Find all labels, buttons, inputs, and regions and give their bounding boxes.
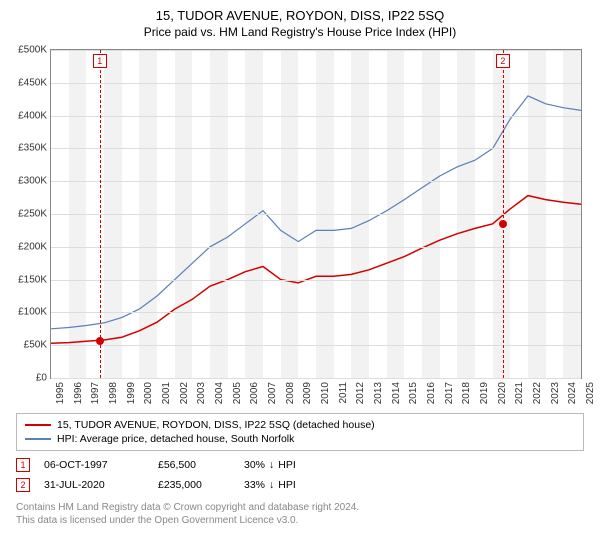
y-tick-label: £0 — [36, 373, 47, 384]
x-tick-label: 2021 — [514, 382, 525, 404]
y-tick-label: £450K — [18, 77, 47, 88]
legend-swatch — [25, 424, 51, 426]
x-tick-label: 2013 — [373, 382, 384, 404]
x-tick-label: 1995 — [55, 382, 66, 404]
transaction-row: 2 31-JUL-2020 £235,000 33% ↓ HPI — [16, 475, 584, 495]
transaction-marker: 1 — [16, 458, 30, 472]
y-tick-label: £100K — [18, 307, 47, 318]
footer-line-2: This data is licensed under the Open Gov… — [16, 514, 584, 527]
x-tick-label: 2008 — [285, 382, 296, 404]
legend: 15, TUDOR AVENUE, ROYDON, DISS, IP22 5SQ… — [16, 413, 584, 451]
y-tick-label: £400K — [18, 110, 47, 121]
transactions-table: 1 06-OCT-1997 £56,500 30% ↓ HPI 2 31-JUL-2020… — [16, 455, 584, 495]
y-gridline — [51, 214, 581, 215]
y-gridline — [51, 181, 581, 182]
y-gridline — [51, 378, 581, 379]
y-tick-label: £200K — [18, 241, 47, 252]
x-tick-label: 1998 — [108, 382, 119, 404]
x-tick-label: 2001 — [161, 382, 172, 404]
y-tick-label: £250K — [18, 209, 47, 220]
reference-point — [96, 337, 104, 345]
reference-line — [503, 50, 504, 378]
transaction-marker: 2 — [16, 478, 30, 492]
reference-line — [100, 50, 101, 378]
x-tick-label: 2003 — [196, 382, 207, 404]
transaction-date: 06-OCT-1997 — [44, 459, 144, 471]
y-gridline — [51, 50, 581, 51]
transaction-price: £56,500 — [158, 459, 230, 471]
x-tick-label: 2023 — [550, 382, 561, 404]
x-tick-label: 2020 — [497, 382, 508, 404]
legend-label: HPI: Average price, detached house, Sout… — [57, 433, 294, 445]
x-tick-label: 2011 — [338, 382, 349, 404]
x-tick-label: 2014 — [391, 382, 402, 404]
transaction-row: 1 06-OCT-1997 £56,500 30% ↓ HPI — [16, 455, 584, 475]
x-tick-label: 2000 — [143, 382, 154, 404]
chart-subtitle: Price paid vs. HM Land Registry's House … — [8, 25, 592, 39]
reference-marker: 1 — [93, 54, 107, 68]
chart-title: 15, TUDOR AVENUE, ROYDON, DISS, IP22 5SQ — [8, 8, 592, 23]
legend-item: 15, TUDOR AVENUE, ROYDON, DISS, IP22 5SQ… — [25, 418, 575, 432]
x-tick-label: 2012 — [355, 382, 366, 404]
y-gridline — [51, 83, 581, 84]
legend-label: 15, TUDOR AVENUE, ROYDON, DISS, IP22 5SQ… — [57, 419, 375, 431]
y-tick-label: £50K — [24, 340, 47, 351]
x-tick-label: 2022 — [532, 382, 543, 404]
arrow-down-icon: ↓ — [269, 459, 274, 471]
plot-area: £0£50K£100K£150K£200K£250K£300K£350K£400… — [50, 49, 582, 379]
y-gridline — [51, 116, 581, 117]
y-gridline — [51, 247, 581, 248]
x-tick-label: 1999 — [126, 382, 137, 404]
x-tick-label: 2004 — [214, 382, 225, 404]
reference-marker: 2 — [496, 54, 510, 68]
x-tick-label: 2010 — [320, 382, 331, 404]
y-tick-label: £300K — [18, 176, 47, 187]
reference-point — [499, 220, 507, 228]
legend-swatch — [25, 438, 51, 440]
x-tick-label: 2017 — [444, 382, 455, 404]
transaction-date: 31-JUL-2020 — [44, 479, 144, 491]
x-tick-label: 2006 — [249, 382, 260, 404]
x-tick-label: 2005 — [232, 382, 243, 404]
series-line-hpi — [51, 96, 581, 329]
y-gridline — [51, 148, 581, 149]
y-gridline — [51, 312, 581, 313]
arrow-down-icon: ↓ — [269, 479, 274, 491]
transaction-pct: 30% ↓ HPI — [244, 459, 296, 471]
x-tick-label: 2025 — [585, 382, 596, 404]
y-tick-label: £500K — [18, 45, 47, 56]
footer-line-1: Contains HM Land Registry data © Crown c… — [16, 501, 584, 514]
x-tick-label: 2019 — [479, 382, 490, 404]
legend-item: HPI: Average price, detached house, Sout… — [25, 432, 575, 446]
y-gridline — [51, 345, 581, 346]
x-tick-label: 2009 — [302, 382, 313, 404]
x-tick-label: 1997 — [90, 382, 101, 404]
x-tick-label: 1996 — [73, 382, 84, 404]
x-tick-label: 2007 — [267, 382, 278, 404]
y-tick-label: £150K — [18, 274, 47, 285]
transaction-price: £235,000 — [158, 479, 230, 491]
x-tick-label: 2015 — [408, 382, 419, 404]
footer-attribution: Contains HM Land Registry data © Crown c… — [16, 501, 584, 527]
y-gridline — [51, 280, 581, 281]
transaction-pct: 33% ↓ HPI — [244, 479, 296, 491]
x-tick-label: 2024 — [567, 382, 578, 404]
y-tick-label: £350K — [18, 143, 47, 154]
x-tick-label: 2002 — [179, 382, 190, 404]
series-line-price_paid — [51, 196, 581, 344]
x-tick-label: 2016 — [426, 382, 437, 404]
x-tick-label: 2018 — [461, 382, 472, 404]
